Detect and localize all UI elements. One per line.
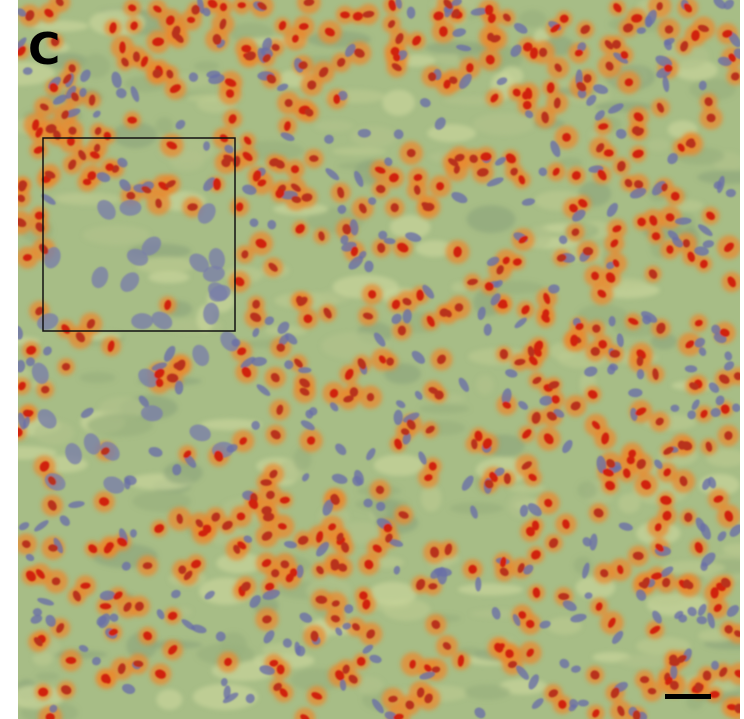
purple-nucleus bbox=[475, 577, 481, 591]
stroma-patch bbox=[619, 655, 670, 668]
scale-bar bbox=[665, 694, 711, 699]
stroma-patch bbox=[647, 139, 669, 151]
purple-nucleus bbox=[609, 316, 616, 326]
page: {"panel_label": "C"} C (() => { const da… bbox=[0, 0, 744, 719]
stroma-patch bbox=[508, 484, 545, 492]
red-granule bbox=[220, 3, 227, 11]
stroma-patch bbox=[421, 485, 441, 512]
stroma-patch bbox=[35, 672, 59, 680]
stroma-patch bbox=[155, 117, 173, 134]
stroma-patch bbox=[351, 126, 397, 147]
stroma-patch bbox=[382, 90, 415, 116]
stroma-patch bbox=[458, 584, 523, 596]
stroma-patch bbox=[83, 225, 150, 245]
stroma-patch bbox=[374, 454, 426, 475]
stroma-patch bbox=[56, 193, 122, 206]
stroma-patch bbox=[427, 124, 476, 142]
purple-nucleus bbox=[637, 369, 644, 380]
red-granule bbox=[468, 565, 477, 574]
stroma-patch bbox=[577, 481, 597, 499]
stroma-patch bbox=[473, 113, 535, 135]
stroma-patch bbox=[33, 652, 53, 666]
stroma-patch bbox=[163, 461, 202, 484]
stroma-patch bbox=[476, 375, 494, 394]
stroma-patch bbox=[314, 120, 353, 131]
stroma-patch bbox=[79, 372, 115, 383]
tissue-image bbox=[0, 0, 744, 719]
panel-label: C bbox=[28, 24, 60, 75]
micrograph-figure: C bbox=[0, 0, 744, 719]
stroma-patch bbox=[419, 404, 469, 414]
stroma-patch bbox=[369, 582, 417, 606]
stroma-patch bbox=[467, 205, 516, 233]
stroma-patch bbox=[646, 594, 685, 606]
stroma-patch bbox=[156, 689, 182, 710]
stroma-patch bbox=[464, 684, 510, 699]
stroma-patch bbox=[332, 147, 386, 155]
stroma-patch bbox=[148, 271, 189, 283]
stroma-patch bbox=[194, 61, 219, 71]
purple-nucleus bbox=[324, 135, 334, 144]
